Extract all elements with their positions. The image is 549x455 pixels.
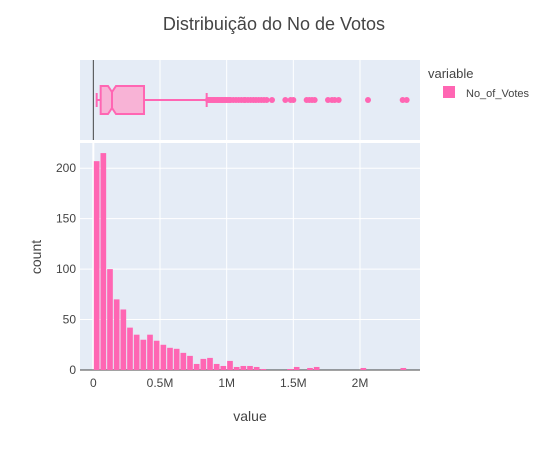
histogram-bar[interactable] bbox=[207, 358, 213, 370]
histogram-bar[interactable] bbox=[294, 367, 300, 370]
legend-entry-no-of-votes[interactable]: No_of_Votes bbox=[466, 88, 529, 100]
legend-title: variable bbox=[428, 66, 474, 81]
y-tick-label: 100 bbox=[56, 262, 76, 276]
histogram-bar[interactable] bbox=[127, 328, 133, 370]
x-tick-label: 1.5M bbox=[280, 376, 307, 390]
histogram-bar[interactable] bbox=[161, 345, 167, 370]
histogram-bar[interactable] bbox=[167, 348, 173, 370]
x-tick-label: 0 bbox=[90, 376, 97, 390]
boxplot-outlier[interactable] bbox=[269, 97, 275, 103]
chart-title: Distribuição do No de Votos bbox=[163, 14, 385, 34]
histogram-bar[interactable] bbox=[307, 368, 313, 370]
histogram-bar[interactable] bbox=[147, 335, 153, 370]
histogram-bar[interactable] bbox=[254, 367, 260, 370]
boxplot-outlier[interactable] bbox=[312, 97, 318, 103]
y-tick-label: 200 bbox=[56, 161, 76, 175]
y-axis-label: count bbox=[28, 240, 44, 274]
boxplot-outlier[interactable] bbox=[290, 97, 296, 103]
histogram-bar[interactable] bbox=[261, 369, 267, 370]
legend-swatch-no-of-votes[interactable] bbox=[443, 86, 455, 98]
boxplot-outlier[interactable] bbox=[264, 97, 270, 103]
histogram-bar[interactable] bbox=[314, 367, 320, 370]
histogram-bar[interactable] bbox=[401, 368, 407, 370]
y-tick-label: 50 bbox=[63, 313, 77, 327]
boxplot-outlier[interactable] bbox=[282, 97, 288, 103]
histogram-bar[interactable] bbox=[247, 366, 253, 370]
y-tick-label: 0 bbox=[69, 363, 76, 377]
boxplot-outlier[interactable] bbox=[365, 97, 371, 103]
histogram-bar[interactable] bbox=[134, 335, 140, 370]
histogram-bar[interactable] bbox=[201, 359, 207, 370]
histogram-bar[interactable] bbox=[234, 367, 240, 370]
histogram-bar[interactable] bbox=[241, 366, 247, 370]
histogram-bar[interactable] bbox=[221, 366, 227, 370]
histogram-bar[interactable] bbox=[174, 349, 180, 370]
histogram-bar[interactable] bbox=[187, 356, 193, 370]
histogram-bar[interactable] bbox=[154, 341, 160, 370]
boxplot-outlier[interactable] bbox=[404, 97, 410, 103]
boxplot-box[interactable] bbox=[101, 86, 144, 114]
histogram-bar[interactable] bbox=[94, 161, 100, 370]
histogram-bar[interactable] bbox=[287, 369, 293, 370]
histogram-bar[interactable] bbox=[107, 269, 113, 370]
histogram-bar[interactable] bbox=[181, 353, 187, 370]
y-tick-label: 150 bbox=[56, 212, 76, 226]
legend[interactable]: variable No_of_Votes bbox=[428, 66, 529, 100]
histogram-bar[interactable] bbox=[361, 368, 367, 370]
x-tick-label: 0.5M bbox=[147, 376, 174, 390]
histogram-bar[interactable] bbox=[114, 299, 120, 370]
boxplot-outlier[interactable] bbox=[336, 97, 342, 103]
x-tick-label: 2M bbox=[352, 376, 369, 390]
x-tick-label: 1M bbox=[218, 376, 235, 390]
histogram-bar[interactable] bbox=[194, 364, 200, 370]
histogram-bar[interactable] bbox=[101, 153, 107, 370]
histogram-bar[interactable] bbox=[121, 309, 127, 370]
histogram-bar[interactable] bbox=[141, 340, 147, 370]
histogram-bar[interactable] bbox=[227, 361, 233, 370]
histogram-bar[interactable] bbox=[214, 364, 220, 370]
x-axis-label: value bbox=[233, 408, 267, 424]
